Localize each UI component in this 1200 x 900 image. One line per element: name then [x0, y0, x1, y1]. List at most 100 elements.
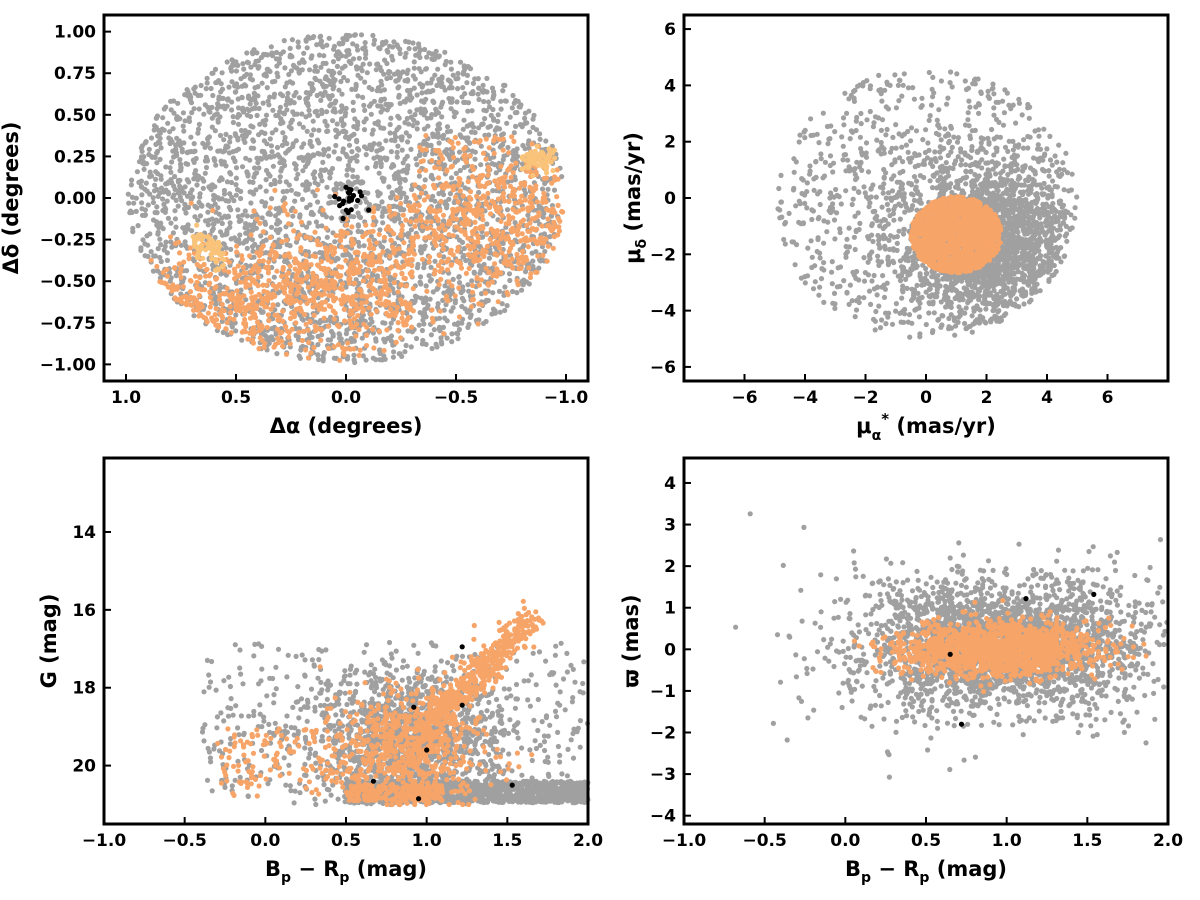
sky-field-point: [290, 141, 296, 147]
sky-member-point: [498, 163, 504, 169]
sky-member-point: [213, 276, 219, 282]
sky-field-point: [435, 66, 441, 72]
sky-field-point: [408, 344, 414, 350]
sky-field-point: [507, 114, 513, 120]
pm-field-point: [1054, 159, 1060, 165]
sky-field-point: [409, 95, 415, 101]
sky-field-point: [395, 143, 401, 149]
sky-member-point: [361, 251, 367, 257]
sky-field-point: [448, 106, 454, 112]
sky-y-tick-label: −0.75: [40, 314, 96, 334]
sky-member-point: [429, 157, 435, 164]
sky-member-point: [275, 335, 281, 341]
sky-field-point: [476, 96, 482, 103]
sky-member-point: [239, 253, 245, 259]
sky-field-point: [286, 71, 292, 78]
sky-member-point: [217, 292, 223, 298]
sky-field-point: [201, 111, 207, 117]
sky-member-point: [447, 221, 453, 227]
sky-member-point: [316, 263, 322, 269]
sky-member-point: [270, 302, 276, 308]
sky-field-point: [355, 222, 361, 228]
sky-field-point: [296, 70, 302, 76]
sky-member-point: [398, 200, 404, 207]
sky-field-point: [513, 123, 519, 129]
sky-member-point: [435, 218, 441, 224]
sky-field-point: [139, 200, 145, 206]
sky-member-point: [329, 281, 335, 287]
sky-field-point: [419, 327, 425, 334]
sky-member-point: [424, 225, 430, 231]
sky-member-point: [406, 257, 412, 263]
sky-member-point: [387, 265, 393, 271]
sky-field-point: [327, 194, 333, 200]
sky-member-point: [469, 297, 476, 303]
sky-field-point: [230, 149, 236, 155]
sky-field-point: [263, 177, 269, 183]
sky-field-point: [404, 165, 411, 171]
sky-member-point: [398, 297, 404, 303]
sky-field-point: [205, 222, 211, 228]
sky-member-point: [528, 237, 534, 243]
sky-member-point: [459, 220, 465, 226]
sky-member-point: [412, 223, 418, 229]
pm-field-point: [954, 71, 960, 77]
sky-field-point: [340, 40, 346, 46]
sky-member-point: [480, 217, 486, 223]
sky-member-point: [207, 304, 213, 310]
pm-field-point: [851, 185, 857, 191]
sky-field-point: [262, 219, 268, 225]
sky-member-point: [506, 198, 512, 205]
sky-field-point: [286, 182, 292, 188]
sky-member-point: [410, 243, 417, 249]
sky-member-point: [283, 282, 289, 288]
sky-field-point: [460, 254, 466, 260]
pm-field-point: [840, 115, 847, 121]
sky-member-point: [174, 286, 180, 292]
sky-member-point: [194, 307, 200, 313]
sky-member-point: [287, 300, 293, 306]
sky-field-point: [130, 229, 136, 235]
sky-field-point: [260, 309, 266, 315]
sky-field-point: [316, 140, 322, 146]
sky-field-point: [306, 107, 312, 113]
sky-member-point: [398, 233, 404, 239]
sky-field-point: [158, 258, 164, 265]
sky-member-point: [280, 308, 286, 314]
sky-field-point: [295, 334, 301, 340]
sky-field-point: [465, 100, 472, 106]
sky-member-point: [486, 269, 492, 275]
sky-field-point: [394, 154, 400, 160]
sky-x-tick-label: −1.0: [544, 388, 589, 408]
sky-member-point: [423, 133, 429, 139]
sky-member-point: [431, 238, 437, 244]
sky-field-point: [157, 254, 163, 261]
sky-member-point: [356, 352, 362, 358]
sky-member-point: [436, 175, 442, 181]
sky-field-point: [341, 121, 347, 127]
sky-field-point: [397, 180, 403, 186]
sky-member-point: [457, 188, 463, 194]
sky-field-point: [259, 215, 265, 221]
sky-field-point: [388, 102, 394, 108]
sky-field-point: [245, 60, 251, 66]
sky-field-point: [268, 44, 274, 50]
sky-field-point: [300, 168, 306, 174]
sky-member-point: [530, 173, 536, 179]
sky-field-point: [472, 129, 478, 136]
sky-field-point: [420, 300, 427, 306]
sky-field-point: [448, 84, 454, 90]
sky-field-point: [320, 159, 326, 165]
sky-field-point: [174, 135, 180, 141]
sky-field-point: [291, 161, 298, 167]
sky-field-point: [281, 111, 287, 117]
sky-member-point: [428, 206, 434, 213]
sky-field-point: [498, 142, 505, 148]
sky-field-point: [177, 168, 183, 174]
sky-field-point: [288, 68, 294, 74]
sky-field-point: [251, 47, 257, 53]
sky-field-point: [226, 84, 232, 90]
sky-field-point: [363, 152, 369, 158]
sky-member-point: [552, 210, 558, 216]
sky-field-point: [263, 200, 269, 206]
